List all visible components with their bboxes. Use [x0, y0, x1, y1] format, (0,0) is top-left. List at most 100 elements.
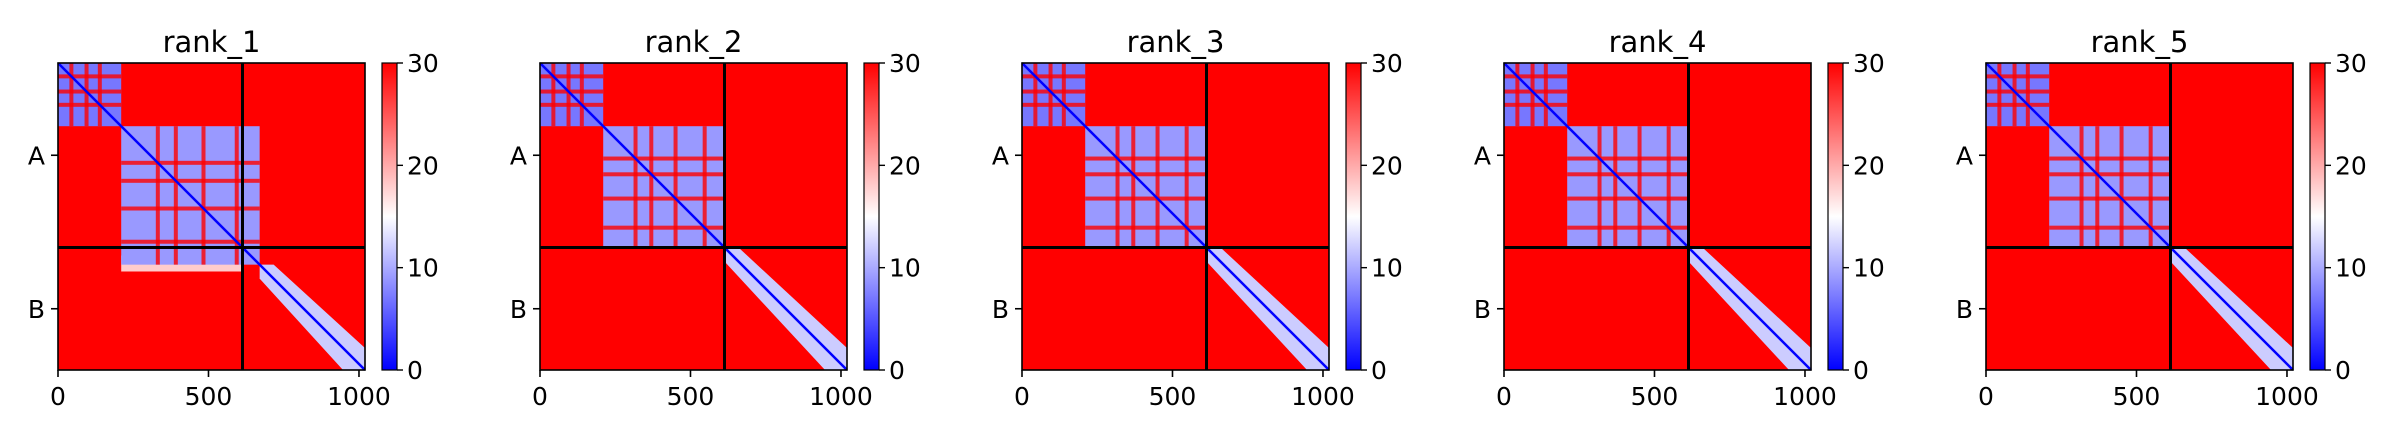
x-tick-label: 500 — [667, 382, 715, 411]
y-tick-label: B — [992, 295, 1009, 324]
colorbar — [382, 63, 397, 370]
block-stripe-h — [121, 160, 260, 165]
block-stripe-v — [1666, 126, 1671, 248]
panel-title: rank_3 — [1127, 25, 1225, 59]
axes-frame — [57, 62, 366, 371]
x-tick-label: 1000 — [327, 382, 391, 411]
colorbar-tick-label: 20 — [889, 151, 921, 180]
block-stripe-h — [1085, 172, 1207, 177]
block-stripe-v — [551, 63, 556, 127]
block-stripe-v — [155, 126, 160, 265]
block-stripe-h — [540, 102, 604, 107]
block-stripe-h — [1085, 225, 1207, 230]
block-stripe-h — [58, 74, 122, 79]
block-stripe-v — [97, 63, 102, 127]
x-tick-label: 0 — [532, 382, 548, 411]
colorbar-tick-label: 0 — [407, 356, 423, 385]
panel-3: rank_3 0 500 1000 A B 0 10 20 30 — [992, 25, 1403, 411]
x-tick-label: 500 — [1149, 382, 1197, 411]
main-diagonal — [57, 62, 366, 371]
y-tick-label: B — [1474, 295, 1491, 324]
block-stripe-v — [201, 126, 206, 265]
block-stripe-h — [603, 196, 725, 201]
panel-title: rank_5 — [2091, 25, 2189, 59]
block-stripe-v — [1530, 63, 1535, 127]
block-stripe-v — [84, 63, 89, 127]
main-diagonal — [539, 62, 848, 371]
x-tick-label: 1000 — [2255, 382, 2319, 411]
block-stripe-h — [1986, 89, 2050, 94]
block-stripe-h — [1504, 89, 1568, 94]
block-stripe-h — [2049, 225, 2171, 230]
colorbar-tick-label: 0 — [889, 356, 905, 385]
colorbar-tick-label: 30 — [2335, 49, 2367, 78]
axes-frame — [1021, 62, 1330, 371]
colorbar-tick-label: 10 — [1853, 254, 1885, 283]
panel-1: rank_1 0 500 1000 A B 0 10 20 30 — [28, 25, 439, 411]
block-stripe-h — [1986, 74, 2050, 79]
block-stripe-v — [2025, 63, 2030, 127]
block-stripe-h — [540, 89, 604, 94]
block-stripe-h — [1085, 156, 1207, 161]
block-stripe-v — [2148, 126, 2153, 248]
colorbar-frame — [1345, 62, 1362, 371]
block-stripe-h — [121, 239, 260, 244]
block-stripe-h — [1085, 196, 1207, 201]
block-stripe-h — [121, 206, 260, 211]
block-stripe-v — [2119, 126, 2124, 248]
block-stripe-v — [1184, 126, 1189, 248]
y-tick-label: B — [510, 295, 527, 324]
block-stripe-v — [579, 63, 584, 127]
block-stripe-v — [1033, 63, 1038, 127]
colorbar-tick-label: 20 — [1853, 151, 1885, 180]
colorbar-frame — [2309, 62, 2326, 371]
panel-4: rank_4 0 500 1000 A B 0 10 20 30 — [1474, 25, 1885, 411]
block-stripe-h — [2049, 156, 2171, 161]
block-stripe-h — [1504, 102, 1568, 107]
block-stripe-v — [2012, 63, 2017, 127]
block-stripe-v — [1543, 63, 1548, 127]
colorbar-tick-label: 20 — [1371, 151, 1403, 180]
x-tick-label: 1000 — [1773, 382, 1837, 411]
colorbar-tick-label: 10 — [1371, 254, 1403, 283]
colorbar — [1828, 63, 1843, 370]
block-stripe-h — [58, 102, 122, 107]
colorbar-tick-label: 20 — [407, 151, 439, 180]
block-stripe-h — [1022, 89, 1086, 94]
panel-title: rank_2 — [645, 25, 743, 59]
y-tick-label: A — [1474, 141, 1491, 170]
colorbar — [864, 63, 879, 370]
block-stripe-v — [702, 126, 707, 248]
main-diagonal — [1503, 62, 1812, 371]
main-diagonal — [1985, 62, 2294, 371]
block-stripe-v — [1115, 126, 1120, 248]
y-tick-label: B — [1956, 295, 1973, 324]
panel-2: rank_2 0 500 1000 A B 0 10 20 30 — [510, 25, 921, 411]
block-stripe-v — [1515, 63, 1520, 127]
x-tick-label: 0 — [50, 382, 66, 411]
block-stripe-v — [649, 126, 654, 248]
x-tick-label: 500 — [2113, 382, 2161, 411]
block-stripe-h — [603, 156, 725, 161]
block-stripe-v — [633, 126, 638, 248]
block-stripe-h — [58, 89, 122, 94]
block-stripe-v — [1997, 63, 2002, 127]
colorbar-frame — [863, 62, 880, 371]
block-stripe-v — [2079, 126, 2084, 248]
block-stripe-h — [2049, 196, 2171, 201]
block-stripe-v — [234, 126, 239, 265]
block-stripe-h — [1022, 102, 1086, 107]
block-stripe-v — [566, 63, 571, 127]
block-stripe-v — [1613, 126, 1618, 248]
block-stripe-h — [2049, 172, 2171, 177]
block-stripe-h — [1567, 196, 1689, 201]
y-tick-label: A — [992, 141, 1009, 170]
y-tick-label: A — [28, 141, 45, 170]
block-stripe-h — [540, 74, 604, 79]
panel-title: rank_4 — [1609, 25, 1707, 59]
block-stripe-h — [1567, 172, 1689, 177]
x-tick-label: 0 — [1496, 382, 1512, 411]
block-stripe-v — [173, 126, 178, 265]
x-tick-label: 1000 — [1291, 382, 1355, 411]
